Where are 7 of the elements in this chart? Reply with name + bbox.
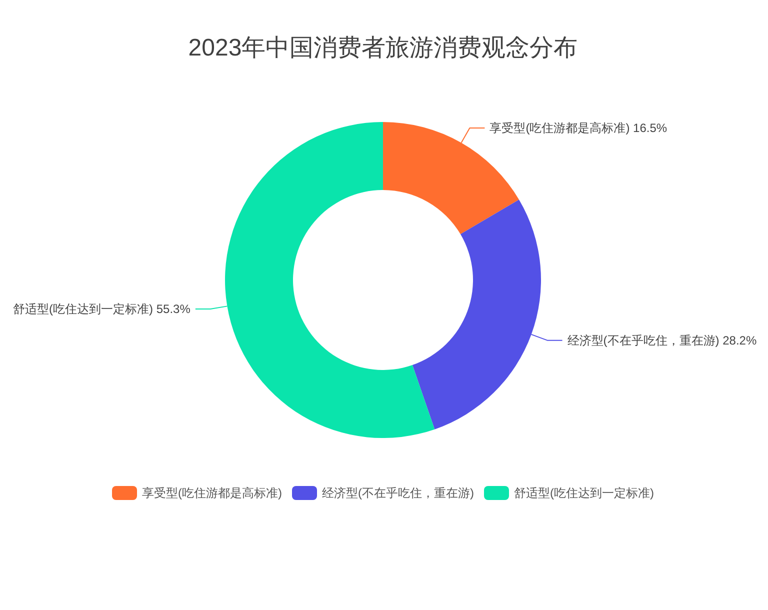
- legend-label: 经济型(不在乎吃住，重在游): [322, 486, 474, 500]
- chart-title: 2023年中国消费者旅游消费观念分布: [188, 34, 578, 62]
- category-label: 舒适型(吃住达到一定标准) 55.3%: [13, 302, 190, 316]
- legend-label: 享受型(吃住游都是高标准): [142, 486, 282, 500]
- category-label: 经济型(不在乎吃住，重在游) 28.2%: [567, 334, 757, 348]
- legend-label: 舒适型(吃住达到一定标准): [514, 486, 654, 500]
- category-label: 享受型(吃住游都是高标准) 16.5%: [490, 121, 668, 136]
